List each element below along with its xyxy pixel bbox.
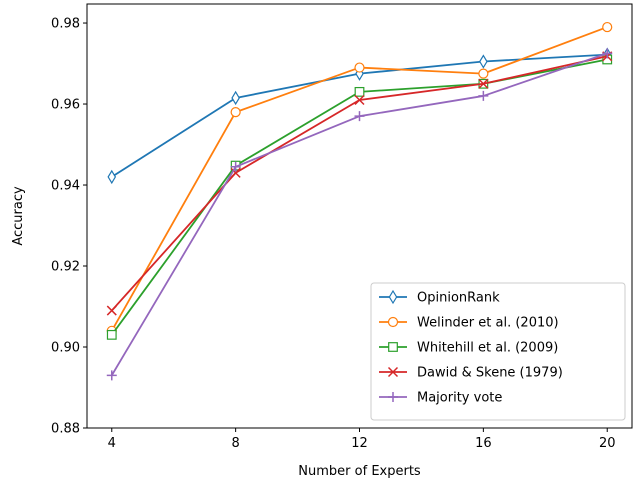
data-point	[478, 68, 489, 79]
legend-label: Whitehill et al. (2009)	[417, 341, 558, 356]
y-tick-label: 0.88	[51, 422, 80, 437]
legend-item: OpinionRank	[379, 289, 500, 306]
y-tick-label: 0.90	[51, 341, 80, 356]
series-4	[106, 48, 613, 381]
data-point	[230, 161, 241, 172]
data-point	[479, 54, 488, 69]
axis-ticks: 4 8 12 16 20 0.88 0.90 0.92 0.94 0.96 0.98	[51, 17, 615, 451]
data-point	[106, 305, 117, 316]
data-point	[354, 62, 365, 73]
data-point	[230, 167, 241, 178]
legend-item: Dawid & Skene (1979)	[379, 366, 563, 381]
data-point	[602, 21, 613, 33]
data-point	[231, 90, 240, 106]
data-point	[107, 169, 117, 185]
data-point	[354, 111, 365, 122]
y-axis-label: Accuracy	[11, 186, 26, 246]
x-tick-label: 20	[599, 436, 616, 451]
x-tick-label: 4	[108, 436, 116, 451]
legend-marker	[388, 392, 398, 402]
legend-marker	[387, 316, 399, 328]
legend-item: Majority vote	[379, 391, 502, 406]
legend-marker	[387, 366, 399, 378]
legend-item: Welinder et al. (2010)	[379, 316, 559, 331]
data-point	[106, 329, 117, 340]
data-point	[354, 94, 365, 106]
y-tick-label: 0.94	[51, 179, 80, 194]
x-tick-label: 12	[351, 436, 368, 451]
series-layer	[106, 21, 613, 381]
legend-marker	[388, 289, 398, 305]
legend: OpinionRank Welinder et al. (2010) Whitehi…	[370, 282, 626, 421]
plot-frame	[86, 3, 633, 429]
legend-label: Welinder et al. (2010)	[417, 316, 559, 331]
x-axis-label: Number of Experts	[298, 464, 421, 479]
data-point	[478, 78, 489, 89]
data-point	[230, 107, 241, 118]
x-tick-label: 16	[475, 436, 492, 451]
legend-box	[370, 282, 626, 421]
x-tick-label: 8	[231, 436, 239, 451]
y-tick-label: 0.92	[51, 260, 80, 275]
legend-label: Dawid & Skene (1979)	[417, 366, 563, 381]
legend-label: OpinionRank	[417, 291, 500, 306]
legend-item: Whitehill et al. (2009)	[379, 341, 558, 356]
y-tick-label: 0.98	[51, 17, 80, 32]
data-point	[478, 90, 489, 101]
legend-label: Majority vote	[417, 391, 502, 406]
data-point	[106, 370, 117, 381]
data-point	[354, 86, 365, 97]
data-point	[602, 48, 613, 59]
legend-marker	[388, 342, 398, 352]
y-tick-label: 0.96	[51, 98, 80, 113]
